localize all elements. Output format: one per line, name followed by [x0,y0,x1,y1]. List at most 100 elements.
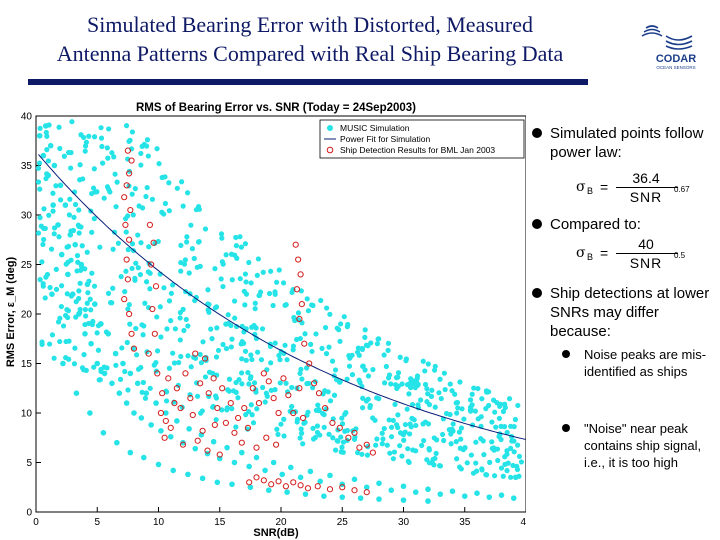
simulation-point [283,380,289,386]
simulation-point [253,325,259,331]
simulation-point [513,474,519,481]
simulation-point [315,402,321,408]
ship-detection-point [295,256,302,263]
simulation-point [76,295,82,302]
simulation-point [91,166,97,172]
simulation-point [49,332,56,338]
simulation-point [454,456,460,462]
simulation-point [228,251,235,257]
simulation-point [473,468,480,474]
simulation-point [335,438,341,444]
simulation-point [449,488,456,495]
fraction-bar [616,253,678,254]
simulation-point [321,412,327,418]
ship-detection-point [152,283,160,290]
simulation-point [47,284,53,291]
simulation-point [118,274,124,280]
simulation-point [367,404,373,411]
simulation-point [129,265,135,272]
simulation-point [94,330,100,336]
rms-error-chart: RMS of Bearing Error vs. SNR (Today = 24… [0,96,526,540]
ship-detection-point [197,380,204,387]
legend-label: Power Fit for Simulation [340,134,430,144]
simulation-point [186,270,192,276]
simulation-point [112,171,118,177]
simulation-point [394,422,400,428]
simulation-point [239,356,245,362]
ship-detection-point [297,482,304,489]
simulation-point [44,271,51,278]
simulation-point [412,489,419,496]
simulation-point [344,427,350,434]
simulation-point [82,266,88,272]
simulation-point [469,402,475,408]
simulation-point [260,269,266,275]
simulation-point [84,249,90,255]
simulation-point [338,449,344,455]
simulation-point [243,279,249,285]
simulation-point [147,385,153,391]
simulation-point [338,434,344,440]
simulation-point [79,243,85,249]
simulation-point [36,160,43,166]
simulation-point [448,431,454,437]
simulation-point [76,207,82,213]
simulation-point [198,360,205,366]
simulation-point [508,474,514,480]
simulation-point [429,387,435,393]
simulation-point [60,360,66,367]
simulation-point [442,386,448,393]
simulation-point [351,476,358,483]
simulation-point [97,377,103,383]
simulation-point [49,291,55,297]
simulation-point [437,463,443,469]
ship-detection-point [126,310,133,318]
simulation-point [202,226,209,232]
simulation-point [380,436,386,442]
simulation-point [58,251,65,258]
simulation-point [323,351,330,357]
ship-detection-point [173,385,180,392]
simulation-point [138,415,145,421]
simulation-point [485,402,492,409]
simulation-point [233,379,239,386]
simulation-point [163,410,169,416]
simulation-point [392,401,398,407]
simulation-point [351,436,358,442]
simulation-point [64,291,70,297]
simulation-point [215,347,222,354]
simulation-point [82,306,88,313]
simulation-point [127,370,134,377]
simulation-point [125,306,131,312]
simulation-point [276,352,282,359]
simulation-point [432,363,438,369]
chart-title: RMS of Bearing Error vs. SNR (Today = 24… [136,102,416,114]
simulation-point [402,421,409,428]
simulation-point [181,261,188,267]
simulation-point [265,487,272,494]
simulation-point [90,185,97,191]
simulation-point [479,467,485,473]
simulation-point [40,281,46,287]
simulation-point [74,253,81,259]
x-tick-label: 5 [94,517,100,528]
simulation-point [272,340,278,346]
simulation-point [194,264,200,270]
simulation-point [397,443,403,449]
ship-detection-point [124,147,131,154]
ship-detection-point [214,404,221,412]
simulation-point [183,316,189,323]
simulation-point [425,498,431,504]
simulation-point [89,229,95,235]
simulation-point [297,474,304,481]
y-tick-label: 0 [26,508,32,519]
y-tick-label: 15 [21,359,33,370]
simulation-point [66,338,72,344]
simulation-point [40,241,46,248]
simulation-point [322,324,329,331]
legend-label: Ship Detection Results for BML Jan 2003 [340,145,495,155]
simulation-point [35,165,42,171]
ship-detection-point [285,392,292,399]
simulation-point [349,371,356,378]
simulation-point [339,494,346,500]
